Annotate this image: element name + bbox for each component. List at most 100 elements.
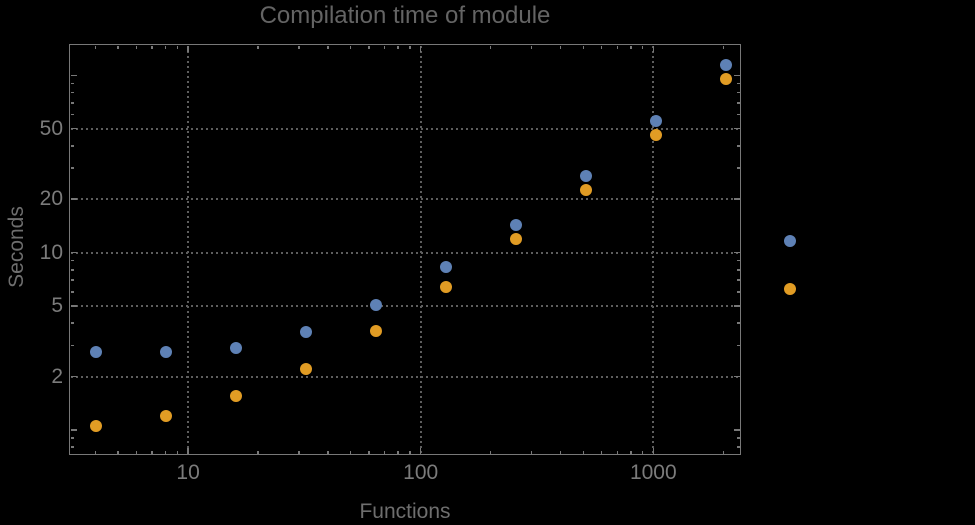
y-tick xyxy=(70,74,77,77)
y-tick xyxy=(70,322,74,324)
y-tick-right xyxy=(736,446,740,448)
x-tick-top xyxy=(135,45,138,49)
y-tick-right xyxy=(736,145,740,147)
data-point-series-2-orange xyxy=(719,73,732,86)
x-tick-top xyxy=(559,45,562,49)
x-tick-top xyxy=(641,45,644,49)
x-tick xyxy=(117,450,119,454)
x-tick xyxy=(383,450,386,454)
x-tick xyxy=(151,450,153,454)
x-tick xyxy=(616,450,619,454)
x-tick xyxy=(164,450,167,454)
data-point-series-2-orange xyxy=(439,280,452,293)
x-tick-top xyxy=(349,45,352,49)
y-tick xyxy=(70,91,74,94)
x-tick-top xyxy=(176,45,179,49)
y-gridline xyxy=(71,304,739,307)
x-tick xyxy=(530,450,533,454)
y-tick-right xyxy=(736,279,740,281)
x-tick-top xyxy=(530,45,533,49)
data-point-series-2-orange xyxy=(89,420,102,433)
y-tick-right xyxy=(733,198,740,200)
legend-marker-series-2-orange xyxy=(784,283,796,295)
x-tick-top xyxy=(164,45,167,49)
x-tick xyxy=(94,450,97,454)
y-tick-right xyxy=(733,305,740,307)
y-tick-right xyxy=(736,437,740,439)
y-tick-right xyxy=(736,344,740,347)
y-tick xyxy=(70,269,74,271)
x-tick xyxy=(630,450,632,454)
y-tick xyxy=(70,102,74,104)
x-tick-top xyxy=(187,45,189,52)
data-point-series-1-blue xyxy=(439,260,452,273)
y-tick-right xyxy=(736,113,740,116)
x-tick xyxy=(600,450,603,454)
x-tick xyxy=(641,450,644,454)
x-tick-top xyxy=(397,45,399,49)
x-tick xyxy=(187,447,189,454)
chart-title: Compilation time of module xyxy=(259,2,551,29)
x-tick xyxy=(652,447,655,454)
y-tick-right xyxy=(736,82,740,85)
y-tick xyxy=(70,446,74,448)
x-tick-top xyxy=(630,45,632,49)
y-gridline xyxy=(71,127,739,130)
x-tick-top xyxy=(409,45,411,49)
x-gridline xyxy=(652,46,655,453)
x-tick xyxy=(135,450,138,454)
y-tick-right xyxy=(733,74,740,77)
x-tick-top xyxy=(257,45,259,49)
data-point-series-1-blue xyxy=(649,115,662,128)
x-tick xyxy=(349,450,352,454)
x-axis-label: Functions xyxy=(359,500,451,523)
x-tick-top xyxy=(383,45,386,49)
y-tick xyxy=(70,127,77,130)
data-point-series-2-orange xyxy=(299,363,312,376)
data-point-series-1-blue xyxy=(719,58,732,71)
y-tick xyxy=(70,82,74,85)
y-tick xyxy=(70,305,77,307)
y-tick-right xyxy=(736,91,740,94)
y-tick-right xyxy=(736,291,740,293)
data-point-series-1-blue xyxy=(369,299,382,312)
x-tick-top xyxy=(419,45,422,52)
x-tick-label: 10 xyxy=(176,461,200,484)
data-point-series-2-orange xyxy=(369,325,382,338)
x-tick xyxy=(409,450,411,454)
x-tick-top xyxy=(722,45,725,49)
x-gridline xyxy=(187,46,190,453)
data-point-series-1-blue xyxy=(229,341,242,354)
x-tick xyxy=(176,450,179,454)
y-tick xyxy=(70,113,74,116)
x-tick-top xyxy=(489,45,492,49)
plot-frame xyxy=(69,44,741,455)
x-tick-label: 1000 xyxy=(629,461,677,484)
legend-marker-series-1-blue xyxy=(784,235,796,247)
y-gridline xyxy=(71,251,739,254)
x-tick-label: 100 xyxy=(403,461,439,484)
x-tick-top xyxy=(298,45,300,49)
x-tick xyxy=(722,450,725,454)
y-tick-right xyxy=(733,251,740,254)
x-tick-top xyxy=(600,45,603,49)
y-tick-right xyxy=(736,259,740,262)
y-tick-label: 2 xyxy=(51,364,63,388)
data-point-series-1-blue xyxy=(159,346,172,358)
y-gridline xyxy=(71,198,739,201)
y-tick xyxy=(70,145,74,147)
x-tick xyxy=(397,450,399,454)
y-tick xyxy=(70,375,77,378)
y-tick xyxy=(70,344,74,347)
y-tick-right xyxy=(736,102,740,104)
y-tick xyxy=(70,198,77,200)
x-tick-top xyxy=(151,45,153,49)
x-tick-top xyxy=(616,45,619,49)
x-tick-top xyxy=(327,45,329,49)
x-tick-top xyxy=(582,45,585,49)
y-tick-label: 5 xyxy=(51,293,63,317)
x-tick xyxy=(582,450,585,454)
y-tick-right xyxy=(733,375,740,378)
y-tick-right xyxy=(736,167,740,169)
y-tick-right xyxy=(733,127,740,130)
